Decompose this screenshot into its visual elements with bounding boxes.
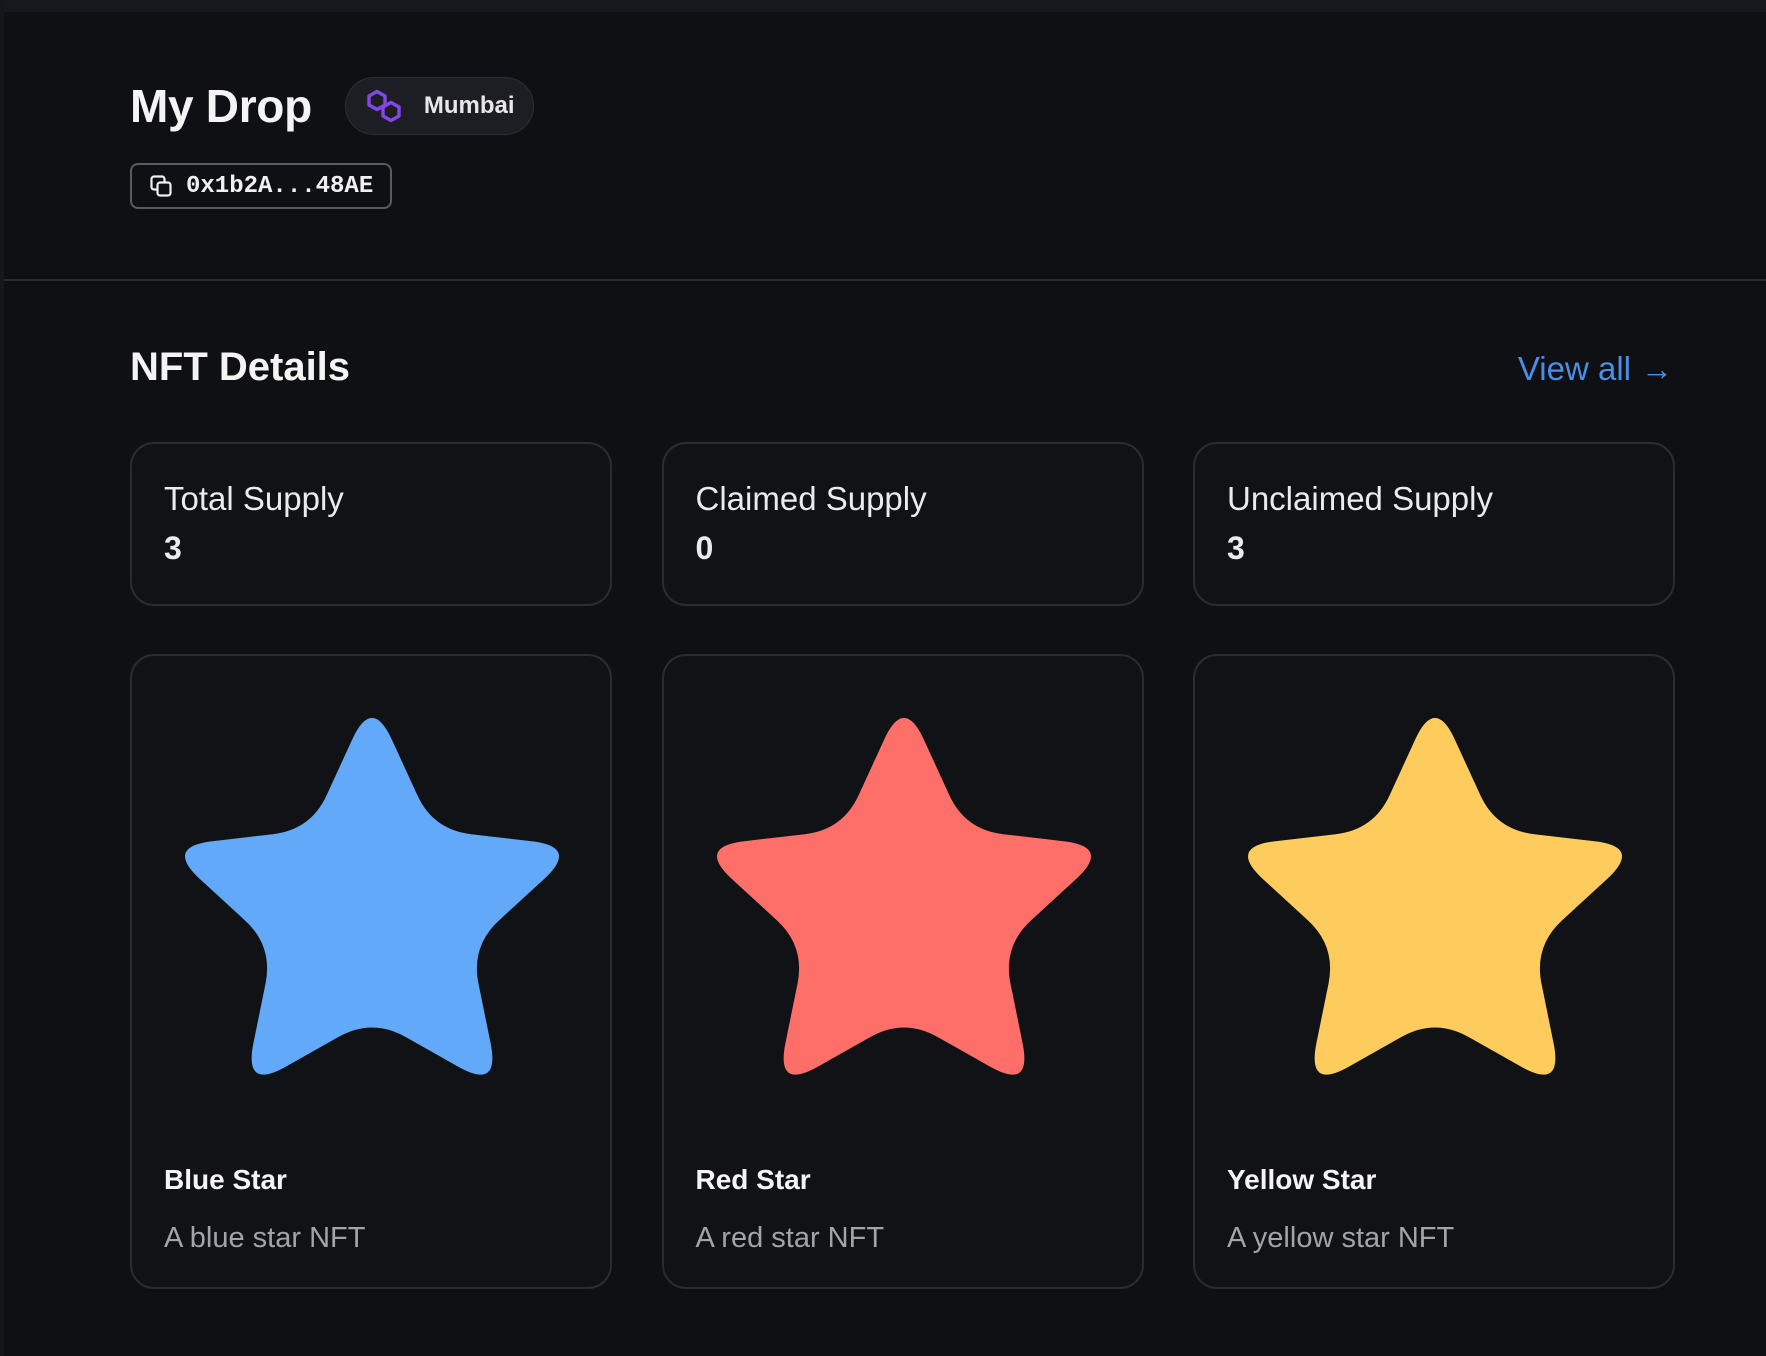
nft-card-blue-star[interactable]: Blue Star A blue star NFT <box>130 654 612 1289</box>
stat-card-claimed-supply: Claimed Supply 0 <box>661 442 1144 606</box>
contract-address: 0x1b2A...48AE <box>186 172 374 200</box>
page-title: My Drop <box>130 80 312 132</box>
top-strip <box>0 0 1766 12</box>
view-all-label: View all <box>1517 350 1631 387</box>
nft-description: A blue star NFT <box>164 1222 366 1254</box>
stat-label: Unclaimed Supply <box>1227 480 1493 517</box>
supply-stats: Total Supply 3 Claimed Supply 0 Unclaime… <box>130 442 1675 606</box>
view-all-link[interactable]: View all → <box>1518 350 1673 388</box>
stat-card-unclaimed-supply: Unclaimed Supply 3 <box>1193 442 1675 606</box>
network-label: Mumbai <box>423 92 515 119</box>
stat-value: 0 <box>695 530 714 566</box>
star-icon <box>696 696 1112 1096</box>
nft-description: A yellow star NFT <box>1227 1222 1455 1254</box>
stat-label: Claimed Supply <box>695 480 927 517</box>
copy-address-button[interactable]: 0x1b2A...48AE <box>130 163 392 209</box>
nft-name: Blue Star <box>164 1164 287 1195</box>
title-row: My Drop Mumbai <box>130 74 1680 138</box>
section-title: NFT Details <box>130 345 351 389</box>
stat-label: Total Supply <box>164 480 344 517</box>
polygon-icon <box>362 87 406 125</box>
star-icon <box>1227 696 1643 1096</box>
network-badge: Mumbai <box>344 77 534 135</box>
nft-card-yellow-star[interactable]: Yellow Star A yellow star NFT <box>1193 654 1675 1289</box>
stat-card-total-supply: Total Supply 3 <box>130 442 612 606</box>
left-rule <box>0 0 4 1356</box>
header-divider <box>4 279 1766 281</box>
stat-value: 3 <box>1227 530 1245 566</box>
star-icon <box>164 696 580 1096</box>
copy-icon <box>148 173 174 199</box>
contract-header: My Drop Mumbai 0x1b2A...48AE <box>130 74 1680 209</box>
nft-name: Red Star <box>695 1164 811 1195</box>
nft-card-red-star[interactable]: Red Star A red star NFT <box>661 654 1144 1289</box>
nft-name: Yellow Star <box>1227 1164 1377 1195</box>
arrow-right-icon: → <box>1641 350 1673 387</box>
nft-description: A red star NFT <box>695 1222 885 1254</box>
nft-grid: Blue Star A blue star NFT Red Star A red… <box>130 654 1675 1289</box>
stat-value: 3 <box>164 530 182 566</box>
